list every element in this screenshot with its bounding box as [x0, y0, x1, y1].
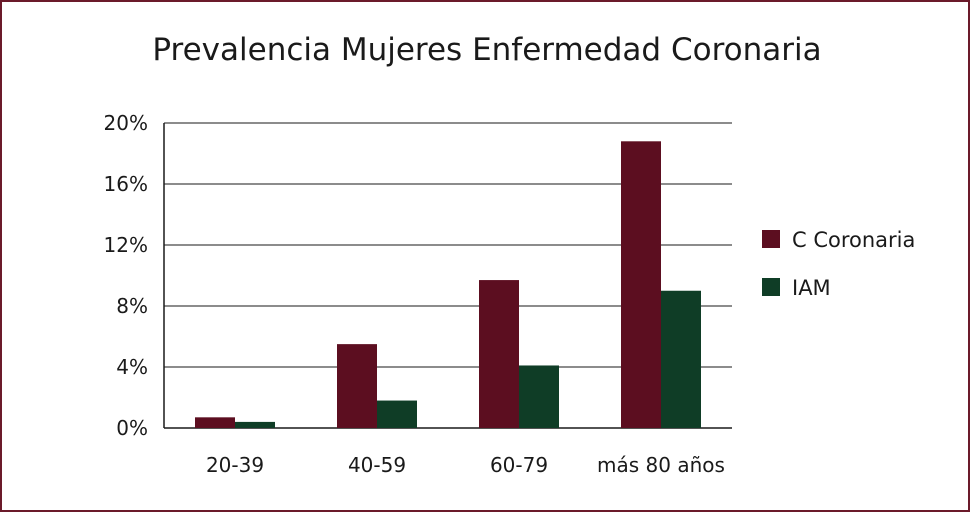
y-tick-label: 16%	[104, 172, 148, 196]
bar-c-coronaria-1	[337, 344, 377, 428]
bars	[195, 141, 701, 429]
y-tick-label: 8%	[116, 294, 148, 318]
bar-c-coronaria-0	[195, 417, 235, 428]
bar-c-coronaria-3	[621, 141, 661, 429]
y-tick-label: 0%	[116, 416, 148, 440]
y-axis-ticks: 0% 4% 8% 12% 16% 20%	[104, 111, 148, 440]
legend-label: IAM	[792, 276, 831, 300]
legend-swatch	[762, 278, 780, 296]
legend-swatch	[762, 230, 780, 248]
x-category-label: 20-39	[206, 453, 264, 477]
chart-title: Prevalencia Mujeres Enfermedad Coronaria	[152, 32, 821, 68]
legend-label: C Coronaria	[792, 228, 915, 252]
y-tick-label: 20%	[104, 111, 148, 135]
x-category-label: 40-59	[348, 453, 406, 477]
y-tick-label: 12%	[104, 233, 148, 257]
bar-c-coronaria-2	[479, 280, 519, 428]
x-axis-categories: 20-39 40-59 60-79 más 80 años	[206, 453, 725, 477]
x-category-label: 60-79	[490, 453, 548, 477]
x-category-label: más 80 años	[597, 453, 725, 477]
legend: C Coronaria IAM	[762, 228, 915, 300]
bar-iam-0	[235, 421, 275, 428]
y-tick-label: 4%	[116, 355, 148, 379]
bar-iam-2	[519, 365, 559, 428]
bar-iam-1	[377, 400, 417, 428]
bar-iam-3	[661, 290, 701, 428]
